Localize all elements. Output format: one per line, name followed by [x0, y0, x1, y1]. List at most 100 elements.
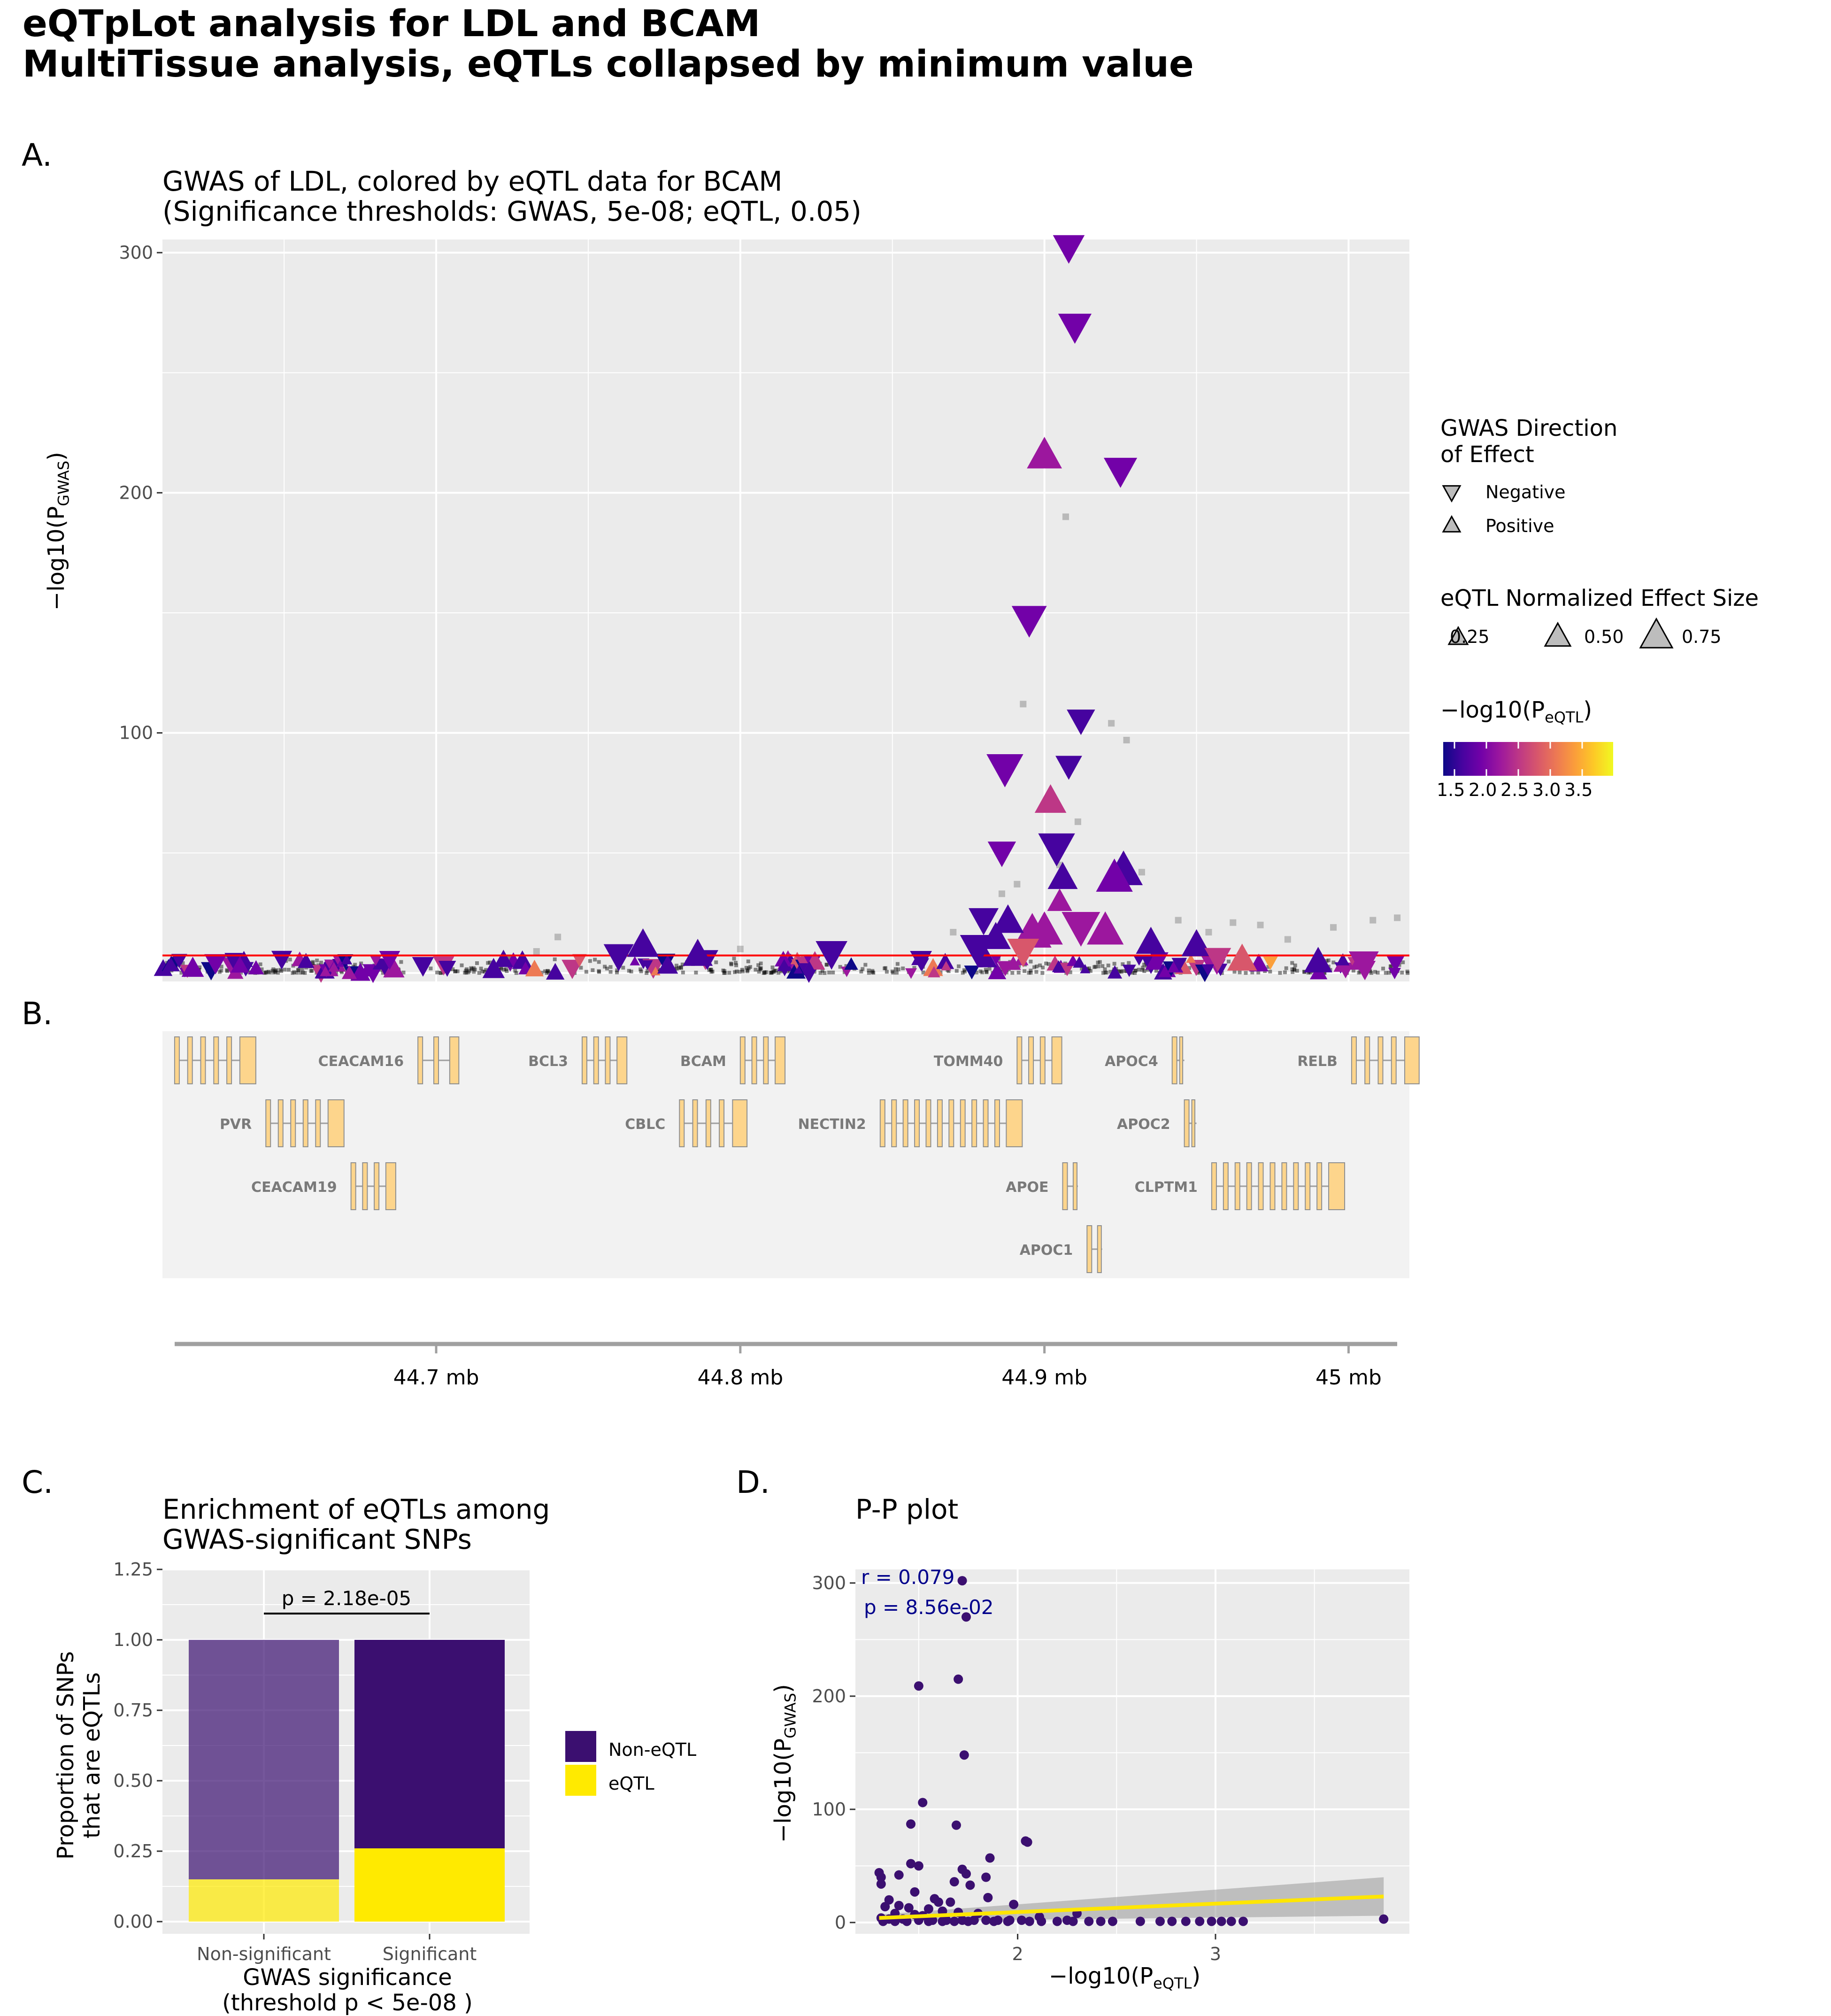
gene-exon: [775, 1036, 786, 1084]
legend-item-positive: Positive: [1485, 516, 1554, 536]
panel-a-baseline-snp: [1302, 970, 1307, 974]
panel-a-baseline-snp: [870, 969, 875, 973]
panel-d-point: [949, 1916, 959, 1926]
panel-a-baseline-snp: [859, 969, 863, 973]
panel-a-non-eqtl-snp: [554, 934, 562, 941]
panel-a-baseline-snp: [657, 968, 661, 973]
panel-a-baseline-snp: [985, 970, 989, 974]
panel-d-ytick-label: 200: [812, 1686, 846, 1707]
gene-exon: [1086, 1225, 1092, 1273]
panel-a-baseline-snp: [1278, 971, 1282, 975]
panel-c-bar-eqtl: [354, 1848, 505, 1922]
panel-d-point: [938, 1916, 947, 1926]
panel-d-regression-line: [879, 1894, 1384, 1920]
panel-d-point: [965, 1880, 975, 1890]
panel-d-point: [1037, 1916, 1046, 1926]
panel-d-point: [1239, 1916, 1248, 1926]
gene-label: APOC4: [1105, 1053, 1158, 1070]
panel-a-eqtl-baseline-marker: [1149, 952, 1169, 969]
panel-d-annotation-p: p = 8.56e-02: [864, 1596, 994, 1619]
panel-d-point: [983, 1892, 993, 1902]
panel-a-baseline-snp: [1238, 970, 1242, 974]
panel-a-eqtl-marker: [986, 754, 1023, 788]
panel-a-eqtl-baseline-marker: [1060, 963, 1075, 976]
gene-label: CLPTM1: [1135, 1179, 1198, 1196]
panel-a-eqtl-marker: [1055, 756, 1082, 780]
gene-exon: [605, 1036, 611, 1084]
panel-a-baseline-snp: [777, 971, 781, 975]
panel-a-eqtl-marker: [1026, 911, 1063, 945]
panel-a-eqtl-baseline-marker: [803, 961, 815, 972]
panel-a-eqtl-baseline-marker: [204, 954, 227, 974]
panel-a-baseline-snp: [756, 963, 761, 967]
panel-a-eqtl-baseline-marker: [562, 959, 583, 979]
panel-a-eqtl-marker: [1053, 235, 1085, 264]
gene-exon: [739, 1036, 746, 1084]
panel-letter-b: B.: [22, 996, 53, 1032]
figure-title: eQTpLot analysis for LDL and BCAM MultiT…: [23, 4, 1194, 85]
panel-a-baseline-snp: [1119, 970, 1123, 974]
panel-a-baseline-snp: [861, 967, 865, 971]
legend-color-tick-30: 3.0: [1532, 780, 1561, 800]
panel-d-point: [946, 1897, 955, 1907]
gene-exon: [732, 1099, 748, 1147]
panel-a-baseline-snp: [901, 966, 905, 971]
panel-a-eqtl-marker: [1038, 833, 1075, 867]
panel-a-eqtl-baseline-marker: [911, 954, 923, 966]
panel-b-background: [162, 1031, 1409, 1278]
panel-a-baseline-snp: [309, 969, 313, 973]
panel-a-baseline-snp: [276, 971, 280, 975]
panel-a-baseline-snp: [677, 966, 681, 970]
panel-a-non-eqtl-snp: [1138, 869, 1145, 876]
panel-c-bar-non-eqtl: [189, 1640, 339, 1879]
panel-a-eqtl-baseline-marker: [642, 960, 653, 970]
panel-a-background: [162, 239, 1409, 981]
panel-a-baseline-snp: [1121, 962, 1125, 966]
panel-a-baseline-snp: [479, 966, 483, 971]
panel-d-ylabel: −log10(PGWAS): [770, 1684, 800, 1843]
panel-a-baseline-snp: [1351, 968, 1355, 973]
legend-non-eqtl-swatch: [565, 1731, 596, 1762]
panel-a-eqtl-marker: [603, 944, 634, 972]
panel-a-baseline-snp: [275, 968, 279, 972]
panel-a-baseline-snp: [1041, 966, 1045, 970]
panel-a-eqtl-baseline-marker: [224, 953, 243, 970]
panel-a-baseline-snp: [1406, 971, 1410, 975]
panel-d-point: [954, 1674, 963, 1684]
gene-exon: [187, 1036, 193, 1084]
gene-exon: [937, 1099, 943, 1147]
panel-a-baseline-snp: [674, 964, 678, 968]
panel-d-point: [934, 1897, 943, 1907]
panel-a-baseline-snp: [553, 957, 557, 961]
panel-a-baseline-snp: [472, 966, 476, 970]
panel-b-xtick-label: 44.8 mb: [697, 1366, 783, 1390]
panel-a-eqtl-marker: [1067, 709, 1095, 735]
gene-label: CEACAM16: [318, 1053, 404, 1070]
gene-label: APOC1: [1020, 1242, 1073, 1259]
panel-a-baseline-snp: [769, 971, 774, 975]
legend-item-eqtl: eQTL: [608, 1773, 654, 1794]
panel-a-baseline-snp: [359, 961, 363, 966]
panel-a-eqtl-marker: [1047, 888, 1072, 911]
panel-a-baseline-snp: [296, 968, 300, 973]
panel-a-eqtl-baseline-marker: [905, 968, 917, 979]
panel-a-baseline-snp: [179, 971, 184, 975]
gene-exon: [1234, 1162, 1240, 1210]
panel-a-baseline-snp: [1405, 969, 1409, 973]
panel-a-baseline-snp: [1232, 970, 1237, 974]
panel-a-baseline-snp: [639, 967, 643, 972]
panel-a-baseline-snp: [1133, 969, 1137, 973]
panel-a-baseline-snp: [546, 969, 550, 973]
gene-exon: [213, 1036, 219, 1084]
panel-a-eqtl-baseline-marker: [1386, 955, 1405, 972]
panel-a-eqtl-baseline-marker: [793, 964, 804, 974]
panel-a-baseline-snp: [615, 968, 619, 973]
panel-a-baseline-snp: [467, 969, 471, 973]
panel-a-baseline-snp: [615, 970, 619, 974]
panel-a-eqtl-baseline-marker: [1201, 964, 1215, 976]
legend-color-title-suffix: ): [1583, 697, 1593, 723]
panel-a-eqtl-baseline-marker: [941, 961, 952, 971]
panel-d-title: P-P plot: [855, 1493, 959, 1525]
panel-a-baseline-snp: [1112, 962, 1116, 966]
panel-a-ytick-label: 200: [119, 482, 153, 503]
